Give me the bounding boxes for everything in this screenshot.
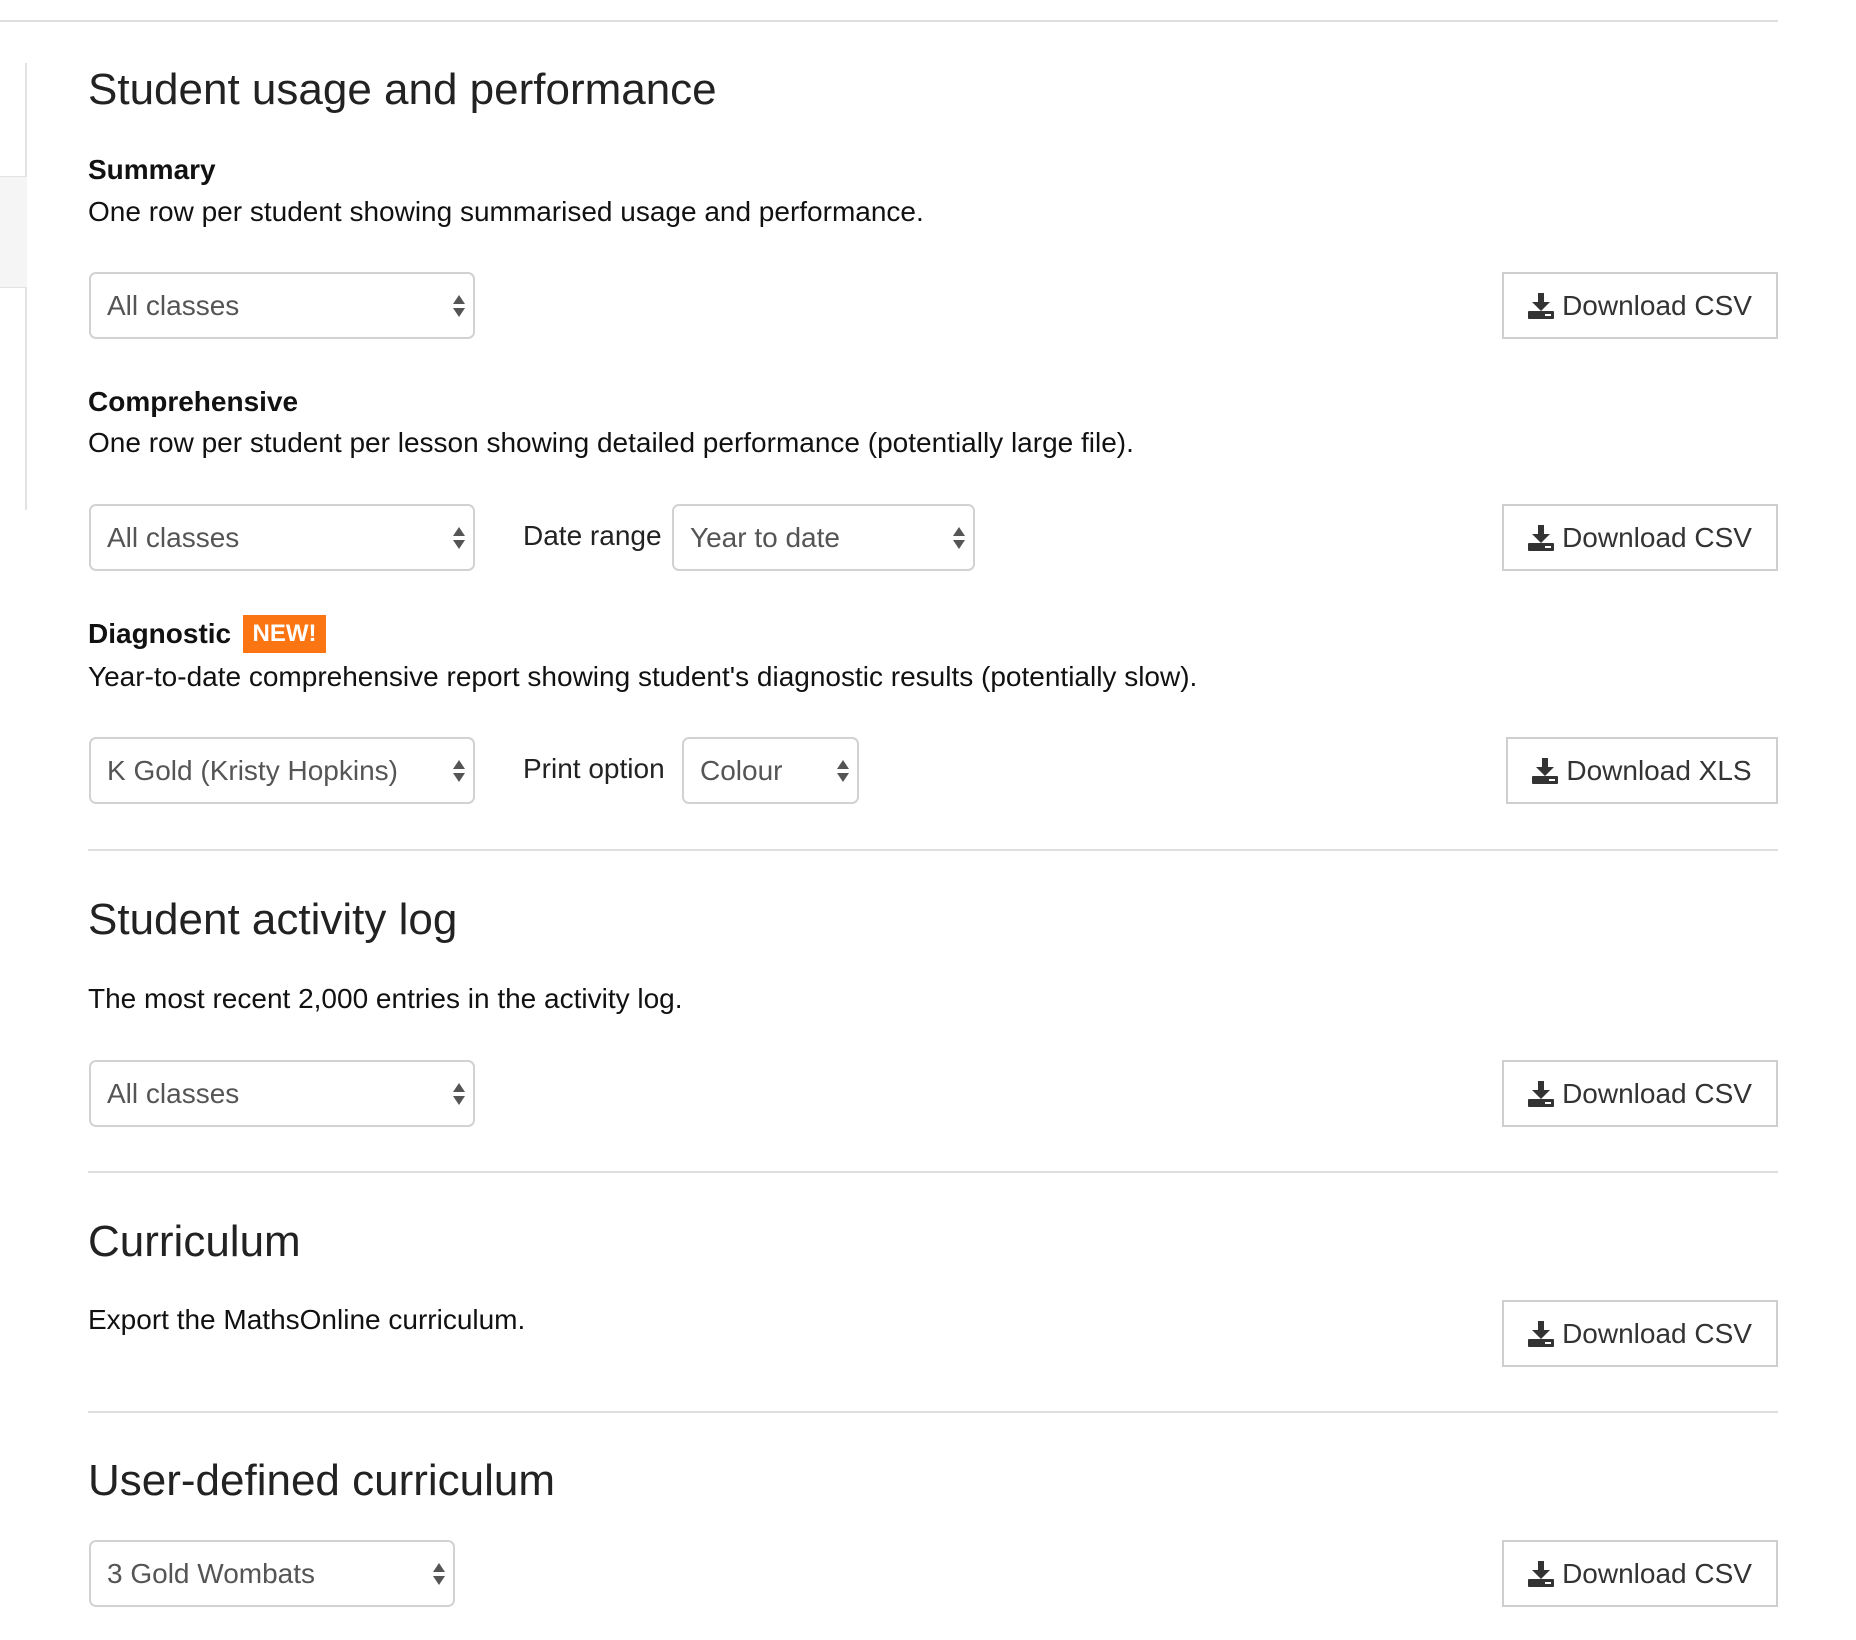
button-label: Download CSV — [1562, 1317, 1752, 1349]
select-value: Colour — [700, 754, 783, 786]
user-curriculum-download-csv-button[interactable]: Download CSV — [1502, 1540, 1778, 1607]
summary-class-select[interactable]: All classes — [89, 272, 475, 339]
comprehensive-download-csv-button[interactable]: Download CSV — [1502, 504, 1778, 571]
select-value: 3 Gold Wombats — [107, 1557, 316, 1589]
date-range-label: Date range — [523, 520, 662, 551]
select-value: Year to date — [690, 521, 840, 553]
select-arrows-icon — [953, 526, 965, 550]
section-title-curriculum: Curriculum — [88, 1217, 301, 1266]
activity-log-class-select[interactable]: All classes — [89, 1060, 475, 1127]
button-label: Download CSV — [1562, 289, 1752, 321]
section-divider — [88, 849, 1778, 851]
section-title-user-curriculum: User-defined curriculum — [88, 1456, 556, 1505]
button-label: Download CSV — [1562, 1557, 1752, 1589]
diagnostic-download-xls-button[interactable]: Download XLS — [1506, 737, 1778, 804]
user-curriculum-class-select[interactable]: 3 Gold Wombats — [89, 1540, 455, 1607]
diagnostic-heading: Diagnostic — [88, 618, 232, 649]
print-option-select[interactable]: Colour — [682, 737, 859, 804]
diagnostic-description: Year-to-date comprehensive report showin… — [88, 661, 1198, 692]
section-divider — [88, 1411, 1778, 1413]
new-badge: NEW! — [243, 615, 326, 653]
activity-log-description: The most recent 2,000 entries in the act… — [88, 983, 683, 1014]
curriculum-download-csv-button[interactable]: Download CSV — [1502, 1300, 1778, 1367]
select-value: All classes — [107, 1077, 240, 1109]
section-title-activity-log: Student activity log — [88, 895, 458, 944]
button-label: Download XLS — [1566, 754, 1752, 786]
section-title-usage: Student usage and performance — [88, 65, 717, 114]
button-label: Download CSV — [1562, 1077, 1752, 1109]
select-arrows-icon — [837, 759, 849, 783]
download-icon — [1528, 524, 1555, 551]
print-option-label: Print option — [523, 753, 665, 784]
button-label: Download CSV — [1562, 521, 1752, 553]
summary-description: One row per student showing summarised u… — [88, 196, 924, 227]
select-arrows-icon — [453, 759, 465, 783]
download-icon — [1528, 1560, 1555, 1587]
sidebar-item-active[interactable] — [0, 176, 27, 288]
curriculum-description: Export the MathsOnline curriculum. — [88, 1304, 526, 1335]
comprehensive-description: One row per student per lesson showing d… — [88, 427, 1134, 458]
select-arrows-icon — [453, 294, 465, 318]
select-value: All classes — [107, 521, 240, 553]
select-value: K Gold (Kristy Hopkins) — [107, 754, 398, 786]
date-range-select[interactable]: Year to date — [672, 504, 975, 571]
select-arrows-icon — [433, 1562, 445, 1586]
section-divider — [88, 1171, 1778, 1173]
download-icon — [1528, 1320, 1555, 1347]
diagnostic-class-select[interactable]: K Gold (Kristy Hopkins) — [89, 737, 475, 804]
comprehensive-heading: Comprehensive — [88, 386, 299, 417]
select-arrows-icon — [453, 526, 465, 550]
comprehensive-class-select[interactable]: All classes — [89, 504, 475, 571]
select-arrows-icon — [453, 1082, 465, 1106]
select-value: All classes — [107, 289, 240, 321]
summary-heading: Summary — [88, 154, 216, 185]
download-icon — [1532, 757, 1559, 784]
download-icon — [1528, 1080, 1555, 1107]
top-divider — [0, 20, 1778, 22]
summary-download-csv-button[interactable]: Download CSV — [1502, 272, 1778, 339]
download-icon — [1528, 292, 1555, 319]
activity-log-download-csv-button[interactable]: Download CSV — [1502, 1060, 1778, 1127]
